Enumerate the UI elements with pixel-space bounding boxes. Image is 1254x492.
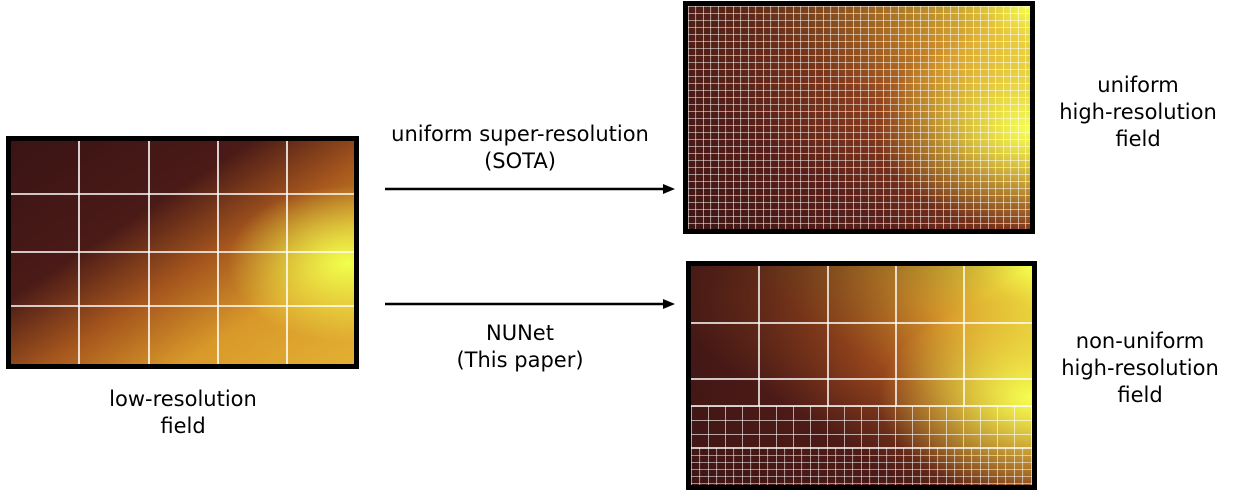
- uniform-high-resolution-field-panel: [683, 1, 1035, 234]
- uniform-high-res-heatmap: [688, 6, 1030, 229]
- non-uniform-high-res-heatmap: [691, 266, 1032, 485]
- non-uniform-field-label: non-uniform high-resolution field: [1036, 328, 1244, 409]
- sota-label: uniform super-resolution (SOTA): [360, 121, 680, 175]
- nunet-label: NUNet (This paper): [360, 320, 680, 374]
- uniform-field-label: uniform high-resolution field: [1036, 72, 1240, 153]
- uniform-line2: high-resolution: [1059, 100, 1217, 124]
- nonuniform-line2: high-resolution: [1061, 356, 1219, 380]
- nonuniform-line1: non-uniform: [1075, 329, 1205, 353]
- low-res-line2: field: [160, 414, 206, 438]
- nunet-line2: (This paper): [456, 348, 584, 372]
- nunet-arrow: [385, 299, 675, 309]
- nunet-line1: NUNet: [486, 321, 554, 345]
- coarse-grid-region: [691, 266, 1032, 406]
- sota-line2: (SOTA): [484, 149, 556, 173]
- fine-grid-region: [691, 448, 1032, 485]
- coarse-grid: [11, 141, 354, 364]
- low-res-line1: low-resolution: [109, 387, 257, 411]
- nonuniform-line3: field: [1117, 383, 1163, 407]
- low-resolution-field-panel: [6, 136, 359, 369]
- uniform-line1: uniform: [1097, 73, 1179, 97]
- sota-line1: uniform super-resolution: [391, 122, 649, 146]
- non-uniform-high-resolution-field-panel: [686, 261, 1037, 490]
- uniform-fine-grid: [688, 6, 1030, 229]
- uniform-arrow: [385, 184, 675, 194]
- low-resolution-heatmap: [11, 141, 354, 364]
- medium-grid-region: [691, 406, 1032, 448]
- uniform-line3: field: [1115, 127, 1161, 151]
- low-resolution-label: low-resolution field: [60, 386, 306, 440]
